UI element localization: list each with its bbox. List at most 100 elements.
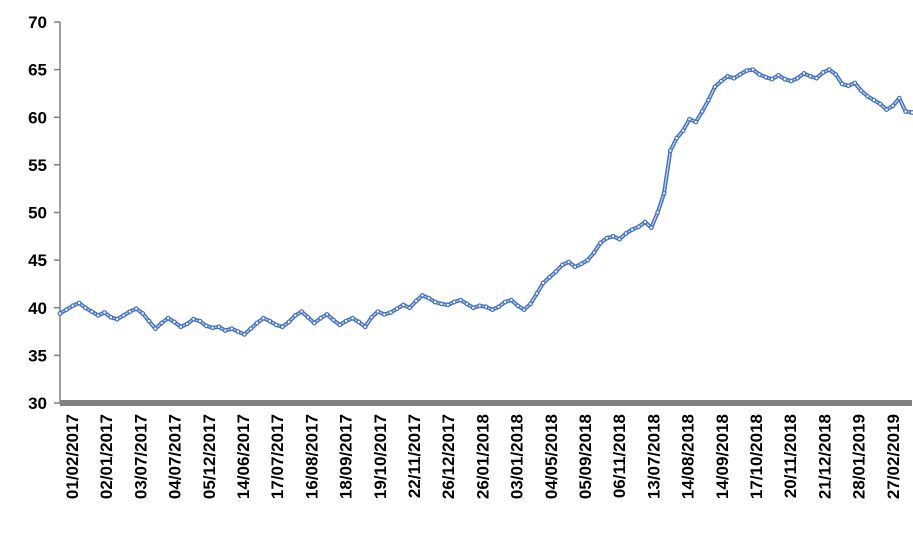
x-tick-label: 28/01/2019 [850, 414, 869, 499]
data-point [559, 262, 565, 268]
data-point [903, 109, 908, 114]
data-point [623, 231, 629, 236]
data-point [807, 73, 813, 79]
data-point [439, 301, 444, 307]
data-point [642, 219, 648, 225]
data-point [203, 323, 209, 329]
data-point [534, 291, 540, 296]
data-point [680, 128, 686, 134]
data-point [509, 297, 514, 303]
y-tick-label: 40 [28, 299, 47, 318]
data-point [280, 324, 285, 330]
x-tick-label: 17/07/2017 [268, 414, 287, 499]
data-point [636, 224, 641, 230]
data-point [400, 302, 406, 308]
data-point [852, 80, 858, 86]
data-point [604, 235, 610, 241]
x-tick-label: 16/08/2017 [302, 414, 321, 499]
data-point [725, 73, 730, 79]
data-point [299, 309, 305, 315]
data-point [178, 324, 184, 330]
data-point [248, 326, 254, 332]
y-tick-label: 70 [28, 13, 47, 32]
data-point [451, 299, 457, 305]
data-point [477, 303, 483, 309]
data-point [89, 309, 95, 315]
x-tick-label: 27/02/2019 [884, 414, 903, 499]
data-point [496, 304, 502, 310]
data-point [369, 314, 375, 320]
data-point [331, 317, 336, 323]
data-point [814, 75, 819, 81]
x-tick-label: 19/10/2017 [371, 414, 390, 499]
data-point [826, 67, 832, 72]
data-point [146, 318, 152, 324]
x-tick-label: 03/07/2017 [131, 414, 150, 499]
data-point [483, 304, 489, 310]
data-point [286, 319, 292, 325]
x-axis-ticks: 01/02/2017 02/01/2017 03/07/2017 04/07/2017… [63, 414, 903, 499]
data-point [833, 71, 839, 77]
data-point [591, 250, 597, 255]
y-tick-label: 55 [28, 156, 47, 175]
data-point [610, 233, 616, 239]
data-point [820, 70, 826, 75]
x-tick-label: 03/01/2018 [508, 414, 527, 499]
x-tick-label: 01/02/2017 [63, 414, 82, 499]
data-point [782, 76, 788, 82]
data-point [222, 328, 228, 334]
data-point [420, 293, 425, 298]
data-point [102, 310, 107, 315]
data-point [273, 322, 279, 328]
data-point [884, 107, 889, 112]
data-point [152, 326, 158, 332]
data-point [95, 313, 101, 318]
data-point [261, 315, 266, 321]
y-tick-label: 65 [28, 61, 47, 80]
data-point [731, 75, 737, 81]
data-point [566, 259, 572, 265]
data-point [788, 78, 794, 84]
data-point [629, 227, 635, 233]
x-axis-band [60, 400, 912, 406]
series-line [58, 67, 913, 337]
data-point [795, 75, 800, 81]
data-point [458, 297, 464, 303]
x-tick-label: 05/09/2018 [576, 414, 595, 499]
data-point [579, 261, 584, 267]
data-point [572, 264, 578, 270]
data-point [668, 148, 673, 154]
x-tick-label: 26/01/2018 [473, 414, 492, 499]
data-point [648, 225, 654, 231]
data-point [693, 119, 699, 125]
y-tick-label: 35 [28, 346, 47, 365]
data-point [229, 326, 235, 332]
series-line-highlight [59, 69, 913, 335]
data-point [82, 305, 88, 311]
data-point [350, 315, 355, 321]
data-point [890, 103, 896, 109]
data-point [337, 322, 343, 328]
data-point [197, 318, 203, 324]
data-point [184, 321, 190, 327]
data-point [801, 70, 807, 76]
data-point [121, 313, 126, 318]
data-point [267, 318, 273, 324]
data-point [127, 309, 133, 315]
data-point [687, 116, 692, 122]
data-point [375, 309, 381, 315]
data-point [858, 88, 864, 93]
data-point [846, 83, 851, 89]
data-point [769, 76, 775, 82]
data-point [210, 325, 216, 331]
x-tick-label: 14/09/2018 [713, 414, 732, 499]
x-tick-label: 26/12/2017 [439, 414, 458, 499]
data-point [490, 307, 495, 313]
data-point [292, 313, 298, 318]
data-point [540, 280, 546, 286]
data-point [502, 299, 508, 305]
x-tick-label: 22/11/2017 [405, 414, 424, 498]
data-point [394, 306, 400, 312]
data-point [909, 110, 913, 115]
